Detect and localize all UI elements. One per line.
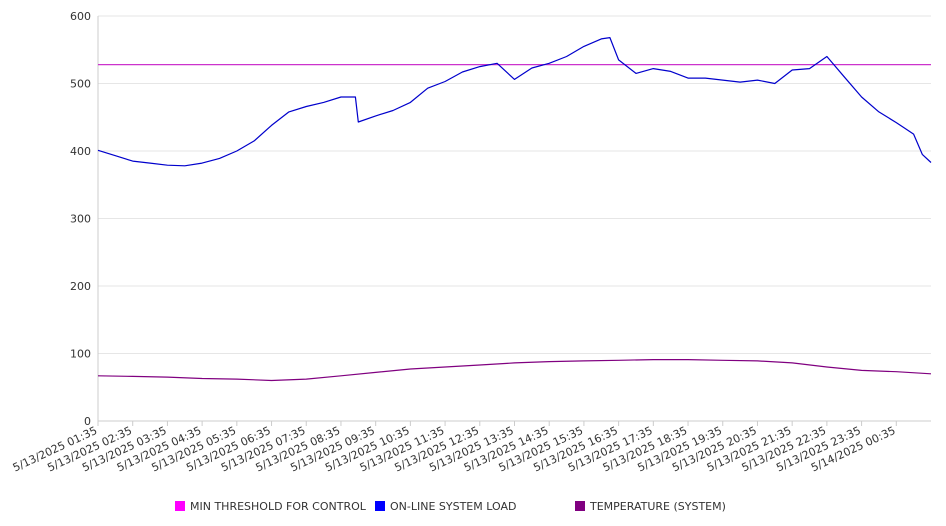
legend-item-temperature[interactable]: TEMPERATURE (SYSTEM)	[575, 498, 726, 514]
series-line-temperature	[97, 359, 932, 382]
legend-item-system-load[interactable]: ON-LINE SYSTEM LOAD	[375, 498, 516, 514]
y-tick-label: 400	[70, 145, 91, 158]
y-axis-tick-labels: 0 100 200 300 400 500 600	[70, 10, 91, 428]
legend-swatch-system-load	[375, 501, 385, 511]
legend-swatch-min-threshold	[175, 501, 185, 511]
legend-label-temperature: TEMPERATURE (SYSTEM)	[590, 499, 726, 513]
y-tick-label: 600	[70, 10, 91, 23]
chart-legend: MIN THRESHOLD FOR CONTROL ON-LINE SYSTEM…	[175, 498, 935, 516]
y-tick-label: 100	[70, 348, 91, 361]
grid-lines	[98, 15, 931, 354]
x-axis-tick-labels: 5/13/2025 01:355/13/2025 02:355/13/2025 …	[11, 421, 898, 474]
y-tick-label: 300	[70, 213, 91, 226]
legend-swatch-temperature	[575, 501, 585, 511]
legend-item-min-threshold[interactable]: MIN THRESHOLD FOR CONTROL	[175, 498, 366, 514]
y-tick-label: 0	[84, 415, 91, 428]
y-tick-label: 200	[70, 280, 91, 293]
series-line-system-load	[97, 37, 932, 167]
y-tick-label: 500	[70, 78, 91, 91]
series-lines	[97, 37, 932, 382]
legend-label-min-threshold: MIN THRESHOLD FOR CONTROL	[190, 499, 366, 513]
legend-label-system-load: ON-LINE SYSTEM LOAD	[390, 499, 517, 513]
